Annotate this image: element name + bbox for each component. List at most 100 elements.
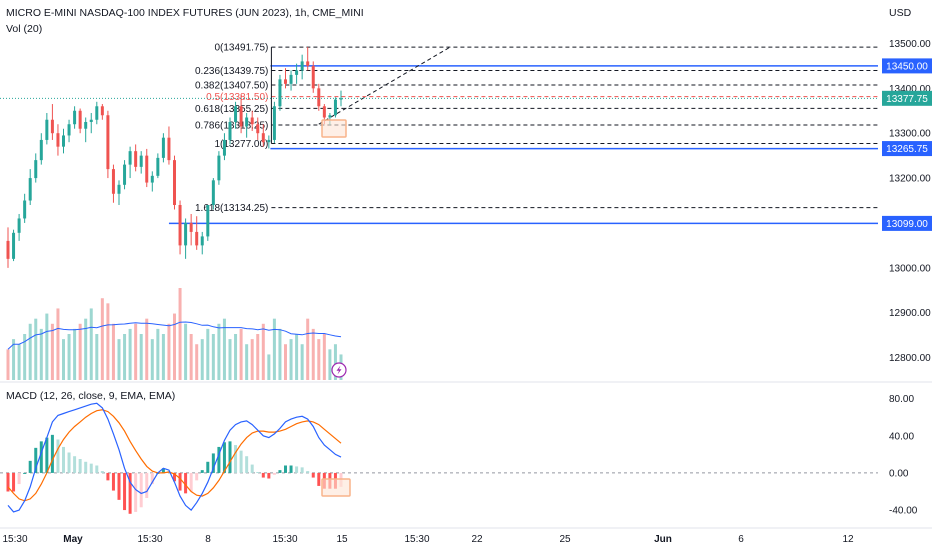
candle-body <box>56 133 60 147</box>
macd-histogram-bar <box>28 460 32 473</box>
volume-bar <box>56 308 60 380</box>
time-axis-tick: 15:30 <box>404 534 429 545</box>
time-axis-tick: 6 <box>738 534 744 545</box>
price-axis-tick: 12800.00 <box>889 353 931 364</box>
macd-histogram-bar <box>145 472 149 498</box>
candle-body <box>123 164 127 185</box>
macd-histogram-bar <box>295 466 299 473</box>
macd-histogram-bar <box>200 470 204 473</box>
candle-body <box>339 98 343 100</box>
macd-histogram-bar <box>150 472 154 485</box>
macd-histogram-bar <box>84 461 88 473</box>
volume-bar <box>256 334 260 380</box>
macd-histogram-bar <box>284 465 287 473</box>
macd-histogram-bar <box>6 472 10 492</box>
volume-bar <box>156 328 160 380</box>
macd-histogram-bar <box>123 472 127 511</box>
volume-bar <box>139 334 143 380</box>
macd-histogram-bar <box>189 472 193 492</box>
candle-body <box>206 205 210 237</box>
candle-body <box>156 157 160 176</box>
macd-label: MACD (12, 26, close, 9, EMA, EMA) <box>6 390 176 402</box>
volume-bar <box>289 339 293 380</box>
volume-bar <box>123 334 127 380</box>
macd-histogram-bar <box>17 472 21 485</box>
candle-body <box>250 117 254 125</box>
volume-bar <box>73 328 77 380</box>
candle-body <box>211 180 215 205</box>
macd-histogram-bar <box>245 456 249 473</box>
volume-bar <box>228 339 232 380</box>
macd-histogram-bar <box>222 442 226 473</box>
candle-body <box>267 139 271 143</box>
macd-histogram-bar <box>306 471 310 473</box>
macd-histogram-bar <box>139 472 143 508</box>
volume-bar <box>272 318 276 380</box>
time-axis-tick: Jun <box>654 534 672 545</box>
candle-body <box>173 160 176 205</box>
volume-bar <box>100 298 104 380</box>
volume-bar <box>178 288 182 380</box>
candle-body <box>333 99 337 116</box>
volume-bar <box>278 328 282 380</box>
volume-bar <box>150 339 154 380</box>
volume-bar <box>328 349 332 380</box>
macd-histogram-bar <box>89 463 93 473</box>
candle-body <box>139 155 143 167</box>
volume-bar <box>45 313 49 380</box>
fib-level-label: 0.618(13355.25) <box>195 104 268 115</box>
candle-body <box>28 178 32 201</box>
time-axis-tick: 8 <box>205 534 211 545</box>
macd-histogram-bar <box>117 472 121 500</box>
volume-bar <box>311 328 315 380</box>
volume-bar <box>39 328 43 380</box>
volume-label: Vol (20) <box>6 23 43 35</box>
price-tag-label: 13099.00 <box>886 219 928 230</box>
candle-body <box>150 175 154 183</box>
volume-bar <box>28 323 32 380</box>
candle-body <box>145 155 149 183</box>
volume-bar <box>317 339 321 380</box>
macd-histogram-bar <box>23 472 27 474</box>
candle-body <box>222 139 226 156</box>
volume-bar <box>167 323 171 380</box>
candle-body <box>245 117 249 127</box>
price-axis-tick: 13500.00 <box>889 39 931 50</box>
candle-body <box>306 61 310 66</box>
candle-body <box>217 155 221 181</box>
time-axis-tick: 22 <box>471 534 483 545</box>
time-axis-tick: 25 <box>559 534 571 545</box>
candle-body <box>200 236 204 246</box>
macd-histogram-bar <box>178 472 182 491</box>
volume-bar <box>184 323 188 380</box>
candle-body <box>89 119 93 122</box>
fib-level-label: 0.786(13318.25) <box>195 121 268 132</box>
candle-body <box>6 240 10 259</box>
volume-bar <box>189 334 193 380</box>
currency-label: USD <box>889 7 912 19</box>
fib-level-label: 0.236(13439.75) <box>195 66 268 77</box>
macd-histogram-bar <box>278 470 282 473</box>
volume-bar <box>222 318 226 380</box>
macd-histogram-bar <box>45 437 49 473</box>
macd-histogram-bar <box>261 472 265 478</box>
candle-body <box>239 106 243 127</box>
volume-bar <box>322 334 326 380</box>
volume-bar <box>12 339 16 380</box>
volume-bar <box>6 349 10 380</box>
fib-level-label: 1(13277.00) <box>214 139 268 150</box>
macd-histogram-bar <box>211 453 215 473</box>
candle-body <box>95 106 99 120</box>
candle-body <box>300 61 304 71</box>
candle-body <box>67 124 71 136</box>
annotation-box <box>321 119 347 138</box>
volume-bar <box>300 344 304 380</box>
time-axis-tick: 15:30 <box>272 534 297 545</box>
macd-histogram-bar <box>173 472 176 482</box>
volume-bar <box>134 323 138 380</box>
macd-axis-tick: 40.00 <box>889 431 914 442</box>
candle-body <box>272 106 276 140</box>
fib-level-label: 1.618(13134.25) <box>195 203 268 214</box>
candle-body <box>34 160 38 179</box>
